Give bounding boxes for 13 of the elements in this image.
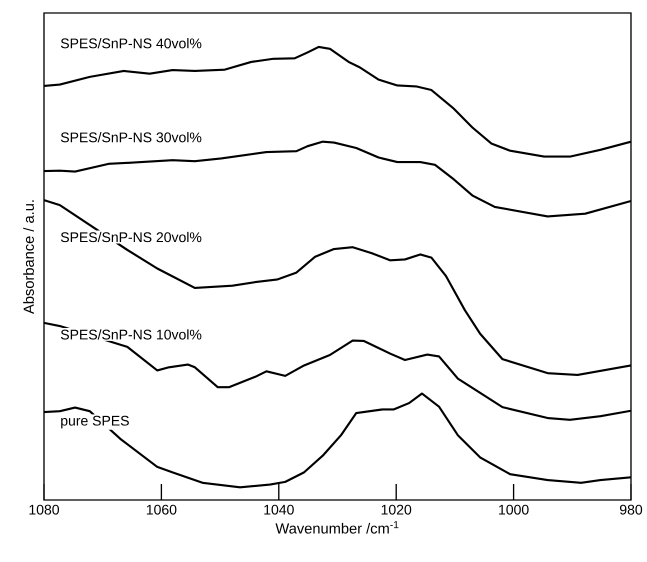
series-label: SPES/SnP-NS 10vol% xyxy=(60,329,202,340)
x-tick-label: 1080 xyxy=(29,504,60,515)
x-tick-label: 1060 xyxy=(146,504,176,515)
series-label: SPES/SnP-NS 40vol% xyxy=(60,38,202,48)
x-tick-label: 1000 xyxy=(499,504,529,515)
x-tick-label: 1040 xyxy=(264,504,294,515)
x-axis-title: Wavenumber /cm$^{-1}$ xyxy=(275,521,398,534)
series-label: SPES/SnP-NS 20vol% xyxy=(60,232,202,242)
series-label: SPES/SnP-NS 30vol% xyxy=(60,132,202,142)
x-tick-label: 980 xyxy=(620,504,642,515)
series-label: pure SPES xyxy=(61,416,129,428)
x-tick-label: 1020 xyxy=(382,504,412,515)
y-axis-title: Absorbance / a.u. xyxy=(23,200,34,314)
